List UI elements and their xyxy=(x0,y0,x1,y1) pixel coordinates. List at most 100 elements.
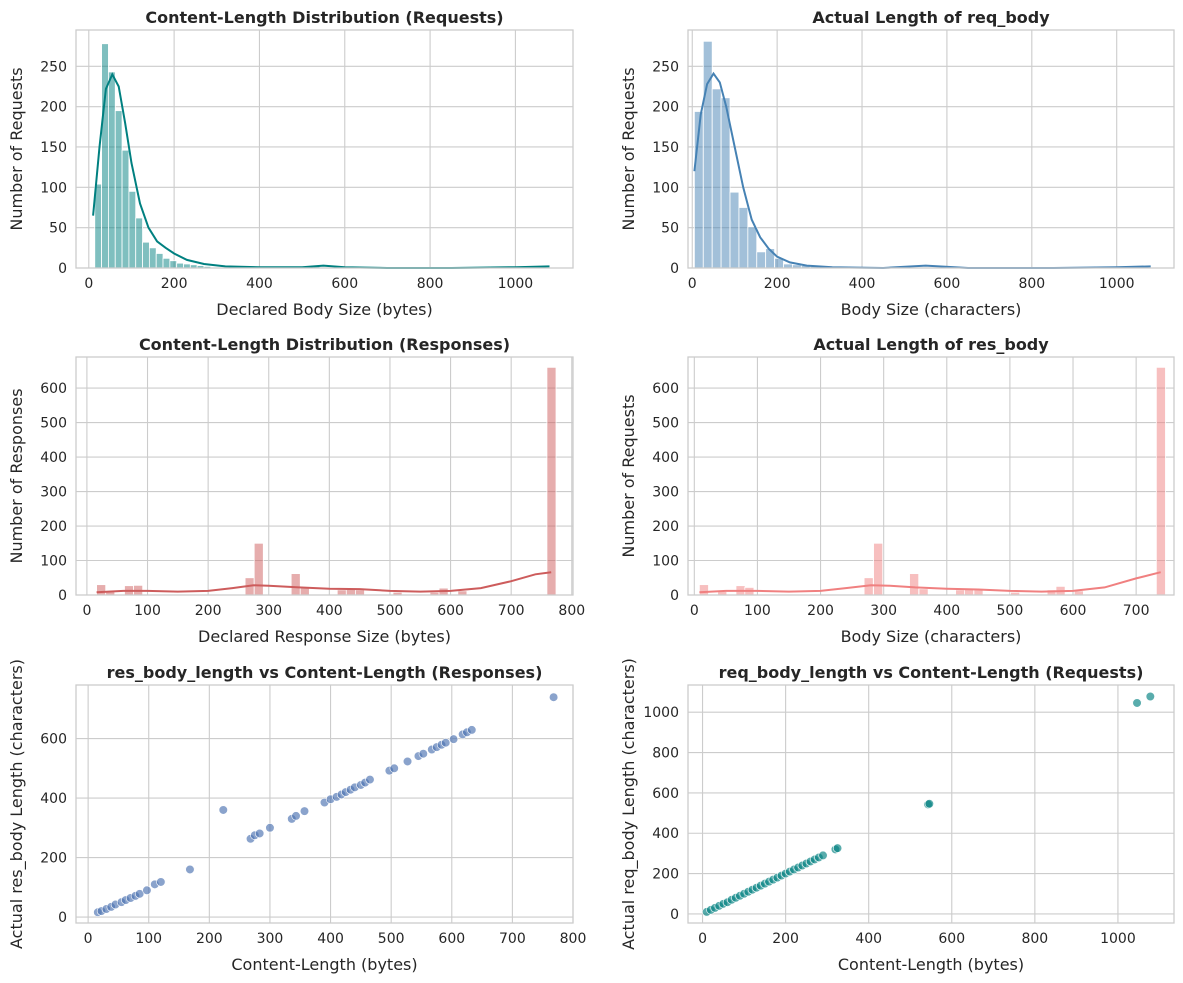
kde-line xyxy=(693,71,1151,270)
y-tick-label: 150 xyxy=(652,140,679,156)
histogram-bar xyxy=(253,542,264,596)
x-tick-label: 300 xyxy=(870,603,897,619)
scatter-point xyxy=(1132,698,1142,708)
histogram-bar xyxy=(546,366,557,596)
x-tick-label: 700 xyxy=(499,931,526,947)
y-tick-label: 500 xyxy=(40,416,67,432)
scatter-point xyxy=(156,877,166,887)
x-axis-label: Declared Response Size (bytes) xyxy=(198,627,451,646)
chart-title: Content-Length Distribution (Responses) xyxy=(139,335,510,354)
x-tick-label: 0 xyxy=(698,931,707,947)
x-tick-label: 500 xyxy=(377,603,404,619)
histogram-bar xyxy=(128,190,137,269)
histogram-bar xyxy=(142,241,150,269)
x-tick-label: 400 xyxy=(317,931,344,947)
y-tick-label: 200 xyxy=(40,100,67,116)
x-tick-label: 800 xyxy=(417,276,444,292)
subplot-5: 0 100 200 300 400 500 600 700 800 0 200 400 600 res_b… xyxy=(7,659,586,974)
y-axis-label: Number of Requests xyxy=(619,394,638,557)
y-axis-label: Number of Requests xyxy=(619,67,638,230)
scatter-point xyxy=(255,828,265,839)
histogram-bar xyxy=(336,589,347,596)
x-tick-label: 0 xyxy=(84,931,93,947)
x-tick-label: 800 xyxy=(560,931,587,947)
y-tick-label: 50 xyxy=(49,221,67,237)
scatter-point xyxy=(818,850,828,861)
x-tick-label: 600 xyxy=(331,276,358,292)
plot-frame xyxy=(687,356,1175,596)
subplot-2: 0 200 400 600 800 1000 0 50 100 150 200 250 Actual L… xyxy=(619,8,1175,319)
histogram-bar xyxy=(299,587,310,596)
x-tick-label: 600 xyxy=(934,276,961,292)
y-tick-label: 200 xyxy=(652,519,679,535)
x-tick-label: 100 xyxy=(744,603,771,619)
y-axis-label: Number of Requests xyxy=(7,67,26,230)
histogram-bar xyxy=(121,149,130,269)
x-tick-label: 500 xyxy=(997,603,1024,619)
scatter-point xyxy=(218,805,228,815)
x-tick-label: 200 xyxy=(196,931,223,947)
plot-frame xyxy=(75,356,574,596)
y-tick-label: 400 xyxy=(652,826,679,842)
y-tick-label: 400 xyxy=(40,791,67,807)
x-tick-label: 400 xyxy=(933,603,960,619)
subplot-4: 0 100 200 300 400 500 600 700 0 100 200 300 400 500 60… xyxy=(619,335,1175,646)
scatter-point xyxy=(467,725,477,735)
plot-frame xyxy=(75,29,574,269)
kde-line xyxy=(699,571,1161,594)
histogram-bar xyxy=(747,226,758,269)
histogram-bar xyxy=(955,589,966,596)
y-tick-label: 250 xyxy=(40,59,67,75)
y-tick-label: 250 xyxy=(652,59,679,75)
chart-title: req_body_length vs Content-Length (Reque… xyxy=(719,663,1144,682)
x-tick-label: 100 xyxy=(134,603,161,619)
x-tick-label: 300 xyxy=(255,603,282,619)
scatter-point xyxy=(832,843,843,853)
y-tick-label: 500 xyxy=(652,416,679,432)
x-tick-label: 200 xyxy=(764,276,791,292)
x-tick-label: 200 xyxy=(161,276,188,292)
histogram-bar xyxy=(101,43,109,269)
histogram-bar xyxy=(96,584,107,596)
x-tick-label: 500 xyxy=(378,931,405,947)
histogram-bar xyxy=(909,573,920,596)
y-tick-label: 100 xyxy=(652,554,679,570)
scatter-point xyxy=(441,738,451,748)
subplot-3: 0 100 200 300 400 500 600 700 800 0 100 200 300 400 50… xyxy=(7,335,585,646)
scatter-point xyxy=(135,889,145,899)
chart-title: Actual Length of req_body xyxy=(812,8,1050,27)
scatter-point xyxy=(265,823,275,833)
y-axis-label: Actual res_body Length (characters) xyxy=(7,659,27,949)
x-tick-label: 700 xyxy=(498,603,525,619)
y-tick-label: 300 xyxy=(652,485,679,501)
y-tick-label: 300 xyxy=(40,485,67,501)
y-tick-label: 0 xyxy=(58,910,67,926)
x-tick-label: 0 xyxy=(688,276,697,292)
y-tick-label: 200 xyxy=(40,851,67,867)
histogram-bar xyxy=(290,573,301,596)
y-tick-label: 600 xyxy=(652,786,679,802)
y-tick-label: 0 xyxy=(670,907,679,923)
scatter-point xyxy=(291,811,301,821)
y-axis-label: Number of Responses xyxy=(7,388,26,563)
histogram-bar xyxy=(756,251,767,269)
subplot-6: 0 200 400 600 800 1000 0 200 400 600 800 1000 req_bo… xyxy=(619,658,1175,974)
kde-line xyxy=(96,571,552,594)
plot-frame xyxy=(687,684,1175,924)
x-tick-label: 800 xyxy=(1021,931,1048,947)
chart-title: res_body_length vs Content-Length (Respo… xyxy=(107,663,543,682)
y-tick-label: 100 xyxy=(40,180,67,196)
y-tick-label: 400 xyxy=(652,450,679,466)
y-tick-label: 600 xyxy=(40,732,67,748)
y-tick-label: 100 xyxy=(652,180,679,196)
y-axis-label: Actual req_body Length (characters) xyxy=(619,658,639,950)
x-tick-label: 0 xyxy=(690,603,699,619)
histogram-bar xyxy=(918,588,929,596)
histogram-bar xyxy=(1155,366,1166,596)
scatter-point xyxy=(299,806,310,816)
x-tick-label: 0 xyxy=(82,603,91,619)
x-tick-label: 400 xyxy=(316,603,343,619)
x-axis-label: Body Size (characters) xyxy=(841,300,1022,319)
scatter-point xyxy=(142,885,152,895)
